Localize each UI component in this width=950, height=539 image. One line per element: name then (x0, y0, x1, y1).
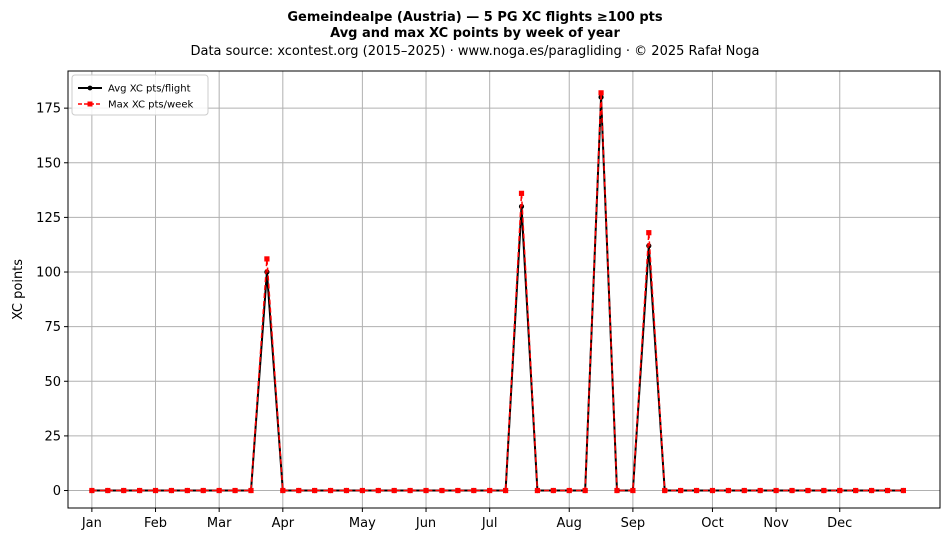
max-point (757, 487, 763, 494)
y-tick-label: 150 (36, 156, 61, 171)
max-point (725, 487, 731, 494)
legend-avg-label: Avg XC pts/flight (108, 84, 191, 95)
max-point (105, 487, 111, 494)
y-tick-label: 25 (44, 429, 61, 444)
avg-series-line (91, 96, 904, 492)
max-point (502, 487, 509, 494)
max-series-line (91, 92, 904, 492)
y-tick-label: 125 (36, 211, 61, 226)
max-point (327, 487, 334, 494)
max-point (200, 487, 206, 494)
max-point (518, 190, 525, 196)
max-point (789, 487, 795, 494)
max-point (455, 487, 461, 494)
x-tick-label: Mar (207, 516, 232, 531)
max-point (216, 487, 222, 494)
max-point (232, 487, 238, 494)
max-point (375, 487, 381, 494)
max-point (296, 487, 302, 494)
x-tick-label: Feb (144, 516, 167, 531)
x-tick-label: May (349, 516, 376, 531)
x-tick-label: Sep (621, 516, 646, 531)
grid-layer (68, 71, 940, 508)
max-point (168, 487, 175, 494)
legend-max-marker (87, 101, 93, 107)
max-point (152, 487, 159, 494)
max-point (566, 487, 572, 494)
max-point (630, 487, 636, 494)
x-tick-label: Jan (81, 516, 102, 531)
max-point (248, 487, 254, 494)
legend-avg-marker (87, 85, 93, 91)
max-point (598, 90, 604, 96)
max-point (821, 487, 827, 494)
max-point (343, 487, 350, 494)
chart-title: Gemeindealpe (Austria) — 5 PG XC flights… (287, 10, 663, 25)
max-point (534, 487, 541, 494)
max-point (837, 487, 843, 494)
x-tick-label: Aug (557, 516, 582, 531)
max-point (868, 487, 875, 494)
max-point (805, 487, 811, 494)
y-tick-label: 100 (36, 266, 61, 281)
axis-layer: 0 25 50 75 100 125 150 175 Jan Feb Mar Apr May Jun Jul… (36, 102, 852, 531)
max-point (662, 487, 668, 494)
avg-point (264, 269, 270, 275)
max-point (614, 487, 620, 494)
max-point (121, 487, 127, 494)
max-point (853, 487, 859, 494)
series-layer (89, 90, 907, 494)
max-point (264, 256, 270, 262)
max-point (709, 487, 716, 494)
max-point (471, 487, 477, 494)
max-point (312, 487, 318, 494)
x-tick-label: Apr (272, 516, 295, 531)
y-tick-label: 75 (44, 320, 61, 335)
x-tick-label: Jun (415, 516, 436, 531)
max-point (550, 487, 556, 494)
x-tick-label: Nov (763, 516, 789, 531)
max-point (900, 487, 907, 494)
chart-subtitle: Avg and max XC points by week of year (330, 26, 620, 41)
max-point (439, 487, 445, 494)
max-point (423, 487, 429, 494)
y-tick-label: 175 (36, 102, 61, 117)
max-point (487, 487, 493, 494)
chart-source: Data source: xcontest.org (2015–2025) · … (190, 44, 759, 59)
max-point (693, 487, 700, 494)
legend-box (71, 74, 209, 116)
max-point (678, 487, 684, 494)
max-point (89, 487, 95, 494)
max-point (359, 487, 365, 494)
y-tick-label: 0 (53, 484, 61, 499)
max-point (407, 487, 413, 494)
plot-frame (67, 70, 941, 509)
max-point (884, 487, 891, 494)
max-point (646, 230, 652, 236)
x-tick-label: Oct (701, 516, 723, 531)
y-tick-label: 50 (44, 375, 61, 390)
x-tick-label: Dec (827, 516, 852, 531)
max-point (137, 487, 143, 494)
max-point (741, 487, 747, 494)
max-point (391, 487, 397, 494)
legend-max-label: Max XC pts/week (108, 100, 193, 111)
y-axis-label: XC points (11, 259, 26, 320)
legend: Avg XC pts/flight Max XC pts/week (71, 74, 209, 116)
max-point (184, 487, 190, 494)
max-point (280, 487, 286, 494)
max-point (773, 487, 779, 494)
max-point (582, 487, 588, 494)
x-tick-label: Jul (481, 516, 498, 531)
